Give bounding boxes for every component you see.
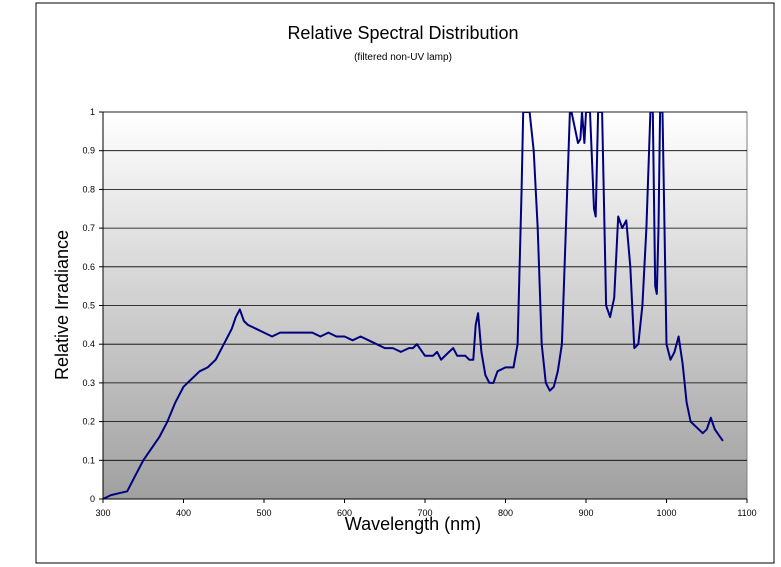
y-tick-label: 0.3 [82, 378, 95, 388]
y-tick-label: 0.1 [82, 455, 95, 465]
chart-subtitle: (filtered non-UV lamp) [354, 52, 452, 63]
y-tick-label: 1 [90, 107, 95, 117]
x-tick-label: 500 [256, 508, 271, 518]
y-tick-labels: 0 0.1 0.2 0.3 0.4 0.5 0.6 0.7 0.8 0.9 1 [82, 107, 103, 504]
x-tick-label: 1000 [656, 508, 676, 518]
chart-title: Relative Spectral Distribution [287, 23, 518, 43]
x-tick-label: 800 [498, 508, 513, 518]
y-tick-label: 0.7 [82, 223, 95, 233]
x-tick-label: 600 [337, 508, 352, 518]
y-axis-label: Relative Irradiance [52, 230, 72, 380]
gridlines [103, 111, 747, 461]
x-tick-label: 300 [95, 508, 110, 518]
y-tick-label: 0.6 [82, 262, 95, 272]
x-tick-labels: 300 400 500 600 700 800 900 1000 1100 [95, 499, 757, 518]
x-tick-label: 1100 [737, 508, 756, 518]
x-tick-label: 700 [417, 508, 432, 518]
y-tick-label: 0.2 [82, 417, 95, 427]
series-group [103, 112, 724, 499]
x-tick-label: 400 [176, 508, 191, 518]
y-tick-label: 0.9 [82, 146, 95, 156]
y-tick-label: 0 [90, 494, 95, 504]
y-tick-label: 0.8 [82, 184, 95, 194]
x-tick-label: 900 [578, 508, 593, 518]
series-line-0 [103, 112, 724, 499]
y-tick-label: 0.5 [82, 301, 95, 311]
y-tick-label: 0.4 [82, 339, 95, 349]
x-axis-label: Wavelength (nm) [345, 514, 481, 534]
